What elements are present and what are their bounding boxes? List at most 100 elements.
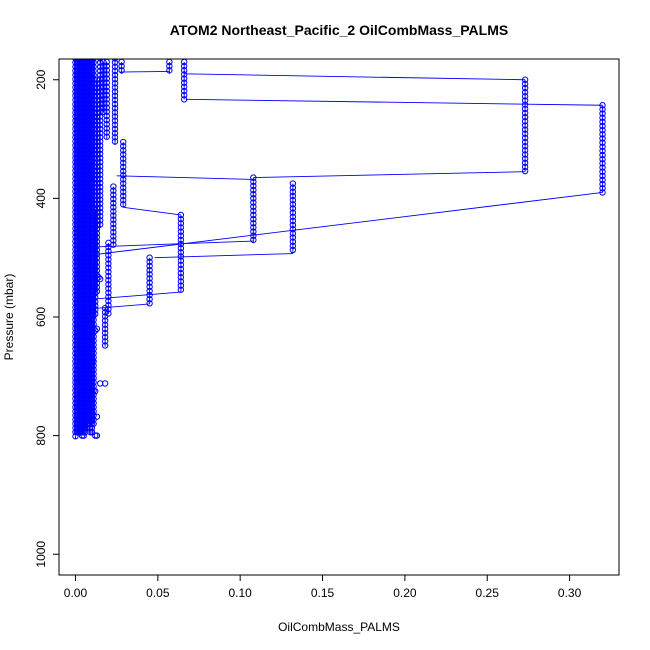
data-point [112, 52, 117, 57]
data-point [599, 164, 606, 171]
data-point [96, 109, 104, 116]
data-point [72, 192, 79, 199]
data-point [101, 321, 109, 328]
data-point [521, 142, 529, 150]
data-point [146, 275, 153, 282]
data-point [103, 62, 110, 70]
data-point [96, 113, 104, 120]
data-point [89, 52, 94, 57]
data-point [72, 291, 79, 299]
data-point [120, 180, 127, 187]
data-point [289, 242, 297, 250]
data-point [96, 196, 104, 203]
data-point [72, 325, 79, 332]
data-point [250, 236, 257, 244]
data-point [599, 102, 606, 109]
data-point [72, 59, 79, 62]
data-point [289, 213, 297, 220]
data-point [521, 105, 529, 113]
data-point [599, 126, 606, 134]
data-point [100, 75, 107, 82]
data-point [111, 63, 119, 70]
data-point [72, 266, 79, 274]
data-point [76, 52, 81, 57]
data-point [105, 289, 112, 296]
data-point [177, 269, 185, 277]
data-point [146, 266, 153, 274]
connector-line [253, 171, 526, 179]
data-point [289, 226, 297, 233]
data-point [103, 79, 110, 86]
data-point [521, 134, 529, 142]
data-point [177, 220, 185, 227]
data-point [146, 254, 153, 261]
data-point [289, 217, 297, 225]
data-point [289, 205, 297, 212]
data-point [72, 96, 79, 104]
data-point [289, 196, 297, 204]
data-point [289, 209, 297, 216]
data-point [72, 167, 79, 174]
data-point [72, 196, 79, 203]
data-point [120, 172, 127, 179]
data-point [72, 345, 79, 353]
data-point [96, 146, 104, 153]
data-point [120, 138, 127, 146]
data-point [250, 228, 257, 235]
data-point [111, 121, 119, 129]
data-point [72, 366, 79, 373]
data-point [88, 47, 93, 52]
data-point [96, 154, 104, 162]
data-point [86, 52, 91, 57]
data-point [110, 204, 117, 211]
data-point [72, 308, 79, 315]
data-point [81, 47, 86, 52]
data-point [78, 52, 83, 57]
plot-frame [58, 58, 620, 576]
data-point [120, 201, 127, 208]
data-point [146, 262, 153, 270]
data-point [105, 243, 112, 251]
data-point [103, 129, 110, 136]
data-point [111, 59, 119, 62]
data-point [177, 232, 185, 239]
data-point [72, 403, 79, 411]
data-point [103, 133, 110, 140]
data-point [97, 59, 104, 62]
data-point [83, 52, 88, 57]
data-point [72, 146, 79, 153]
data-point [111, 117, 119, 124]
data-point [72, 341, 79, 349]
data-point [91, 47, 96, 52]
data-point [105, 272, 112, 280]
data-point [81, 52, 86, 57]
data-point [146, 287, 153, 295]
data-point [91, 52, 96, 57]
x-axis: 0.00 0.05 0.10 0.15 0.20 0.25 0.30 [64, 574, 582, 600]
data-point [89, 47, 94, 52]
data-point [599, 114, 606, 121]
data-point [111, 96, 119, 104]
data-point [100, 108, 107, 115]
data-point [96, 183, 104, 191]
data-point [146, 283, 153, 290]
connector-line [154, 253, 293, 259]
data-point [111, 109, 119, 116]
data-point [72, 337, 79, 344]
data-point [599, 151, 606, 159]
data-point [120, 167, 127, 175]
data-point [599, 143, 606, 150]
data-point [96, 150, 104, 158]
data-point [96, 92, 104, 99]
data-point [73, 52, 78, 57]
data-point [93, 432, 101, 439]
data-point [82, 421, 89, 429]
data-point [250, 220, 257, 227]
data-point [72, 358, 79, 365]
data-point [177, 228, 185, 235]
data-point [521, 126, 529, 133]
data-point [103, 100, 110, 107]
data-point [111, 92, 119, 99]
data-point [111, 100, 119, 108]
data-point [72, 316, 79, 324]
